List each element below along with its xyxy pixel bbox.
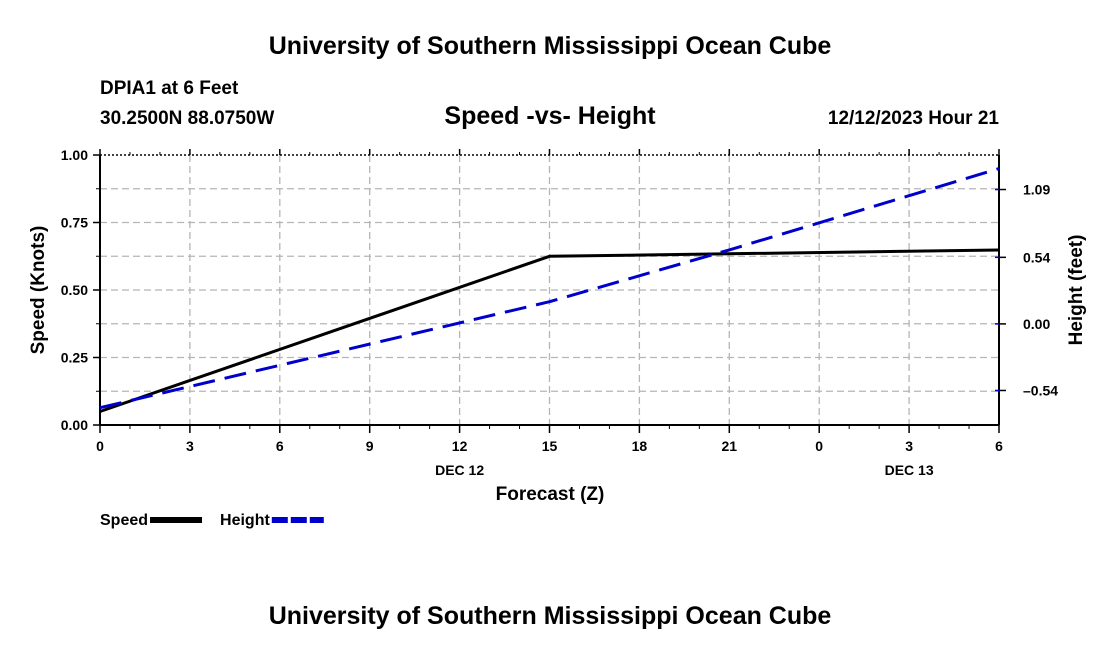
legend: Speed Height [100,512,324,529]
y-left-tick-label: 0.50 [61,282,88,298]
axis-ticks: 0 3 6 9 12 15 18 21 0 3 6 DEC 12 DEC 13 0.00 0.25 0.50 0… [61,147,1058,478]
x-tick-label: 0 [815,438,823,454]
x-tick-label: 3 [186,438,194,454]
y-right-tick-label: 0.54 [1023,249,1050,265]
y-axis-right-label: Height (feet) [1066,235,1087,346]
gridlines [100,155,999,425]
legend-label-height: Height [220,512,270,529]
x-tick-label: 15 [542,438,558,454]
footer-title: University of Southern Mississippi Ocean… [269,602,832,630]
date-label: DEC 12 [435,462,484,478]
series-line-speed [99,248,1000,413]
x-tick-label: 6 [276,438,284,454]
date-label: DEC 13 [885,462,934,478]
x-tick-label: 21 [722,438,738,454]
y-left-tick-label: 0.00 [61,417,88,433]
location-label: 30.2500N 88.0750W [100,108,274,129]
run-time-label: 12/12/2023 Hour 21 [828,108,1000,129]
x-tick-label: 9 [366,438,374,454]
y-right-tick-label: –0.54 [1023,382,1058,398]
x-tick-label: 18 [632,438,648,454]
x-tick-label: 0 [96,438,104,454]
x-axis-label: Forecast (Z) [496,484,605,505]
y-left-tick-label: 0.75 [61,215,88,231]
x-tick-label: 12 [452,438,468,454]
legend-label-speed: Speed [100,512,148,529]
x-tick-label: 6 [995,438,1003,454]
series-lines [99,167,1000,413]
y-axis-left-label: Speed (Knots) [28,226,49,355]
y-right-tick-label: 1.09 [1023,182,1050,198]
y-right-tick-label: 0.00 [1023,316,1050,332]
station-label: DPIA1 at 6 Feet [100,78,239,99]
chart-subtitle: Speed -vs- Height [444,102,656,130]
series-line-height [99,167,1000,410]
x-tick-label: 3 [905,438,913,454]
chart-title: University of Southern Mississippi Ocean… [269,32,832,60]
y-left-tick-label: 0.25 [61,350,88,366]
y-left-tick-label: 1.00 [61,147,88,163]
